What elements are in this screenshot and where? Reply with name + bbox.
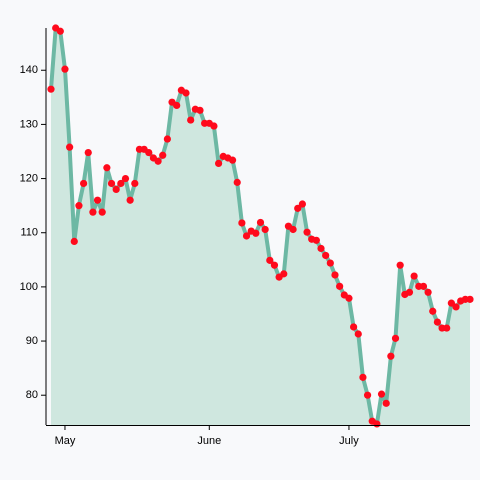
marker (354, 330, 362, 338)
marker (363, 391, 372, 399)
marker (117, 179, 125, 188)
y-tick-label: 80 (26, 389, 38, 401)
marker (98, 208, 106, 216)
marker (391, 334, 400, 342)
marker (261, 225, 269, 234)
marker (121, 174, 130, 183)
marker (228, 156, 237, 164)
marker (452, 303, 460, 311)
marker (350, 323, 358, 331)
y-tick-label: 120 (20, 172, 38, 184)
marker (75, 202, 83, 210)
marker (159, 151, 167, 159)
marker (312, 236, 320, 244)
marker (242, 232, 251, 240)
y-tick-label: 100 (20, 281, 38, 293)
marker (280, 270, 288, 278)
marker (238, 219, 246, 227)
marker (443, 324, 451, 332)
marker (182, 89, 190, 97)
y-tick-label: 140 (20, 64, 38, 76)
y-tick-label: 130 (20, 118, 38, 130)
marker (173, 101, 181, 110)
marker (145, 148, 153, 157)
marker (66, 143, 74, 151)
marker (215, 159, 223, 168)
marker (233, 178, 241, 186)
marker (331, 271, 339, 279)
marker (210, 122, 218, 130)
x-tick-label: July (339, 435, 359, 447)
marker (359, 373, 367, 381)
marker (466, 295, 474, 303)
marker (84, 148, 92, 157)
marker (70, 237, 78, 245)
marker (377, 390, 386, 398)
marker (382, 399, 390, 407)
marker (266, 256, 274, 264)
marker (429, 307, 437, 315)
marker (131, 179, 139, 188)
marker (326, 259, 334, 267)
marker (61, 65, 69, 73)
marker (270, 261, 279, 269)
marker (322, 251, 330, 260)
marker (298, 200, 306, 208)
marker (187, 116, 195, 124)
marker (154, 157, 162, 165)
marker (345, 294, 353, 302)
marker (405, 288, 414, 296)
marker (387, 352, 395, 360)
marker (289, 225, 297, 234)
marker (196, 106, 204, 114)
marker (107, 179, 116, 188)
marker (419, 282, 428, 290)
marker (103, 164, 111, 172)
x-tick-label: June (197, 435, 221, 447)
marker (317, 244, 325, 253)
marker (410, 272, 418, 280)
marker (93, 196, 102, 204)
marker (47, 85, 55, 93)
marker (256, 218, 265, 227)
marker (252, 229, 260, 237)
marker (163, 135, 171, 143)
marker (56, 27, 64, 35)
marker (433, 318, 442, 326)
marker (336, 282, 344, 290)
marker (294, 204, 302, 212)
x-tick-label: May (55, 435, 76, 447)
marker (373, 420, 381, 428)
marker (303, 228, 311, 236)
marker (126, 196, 134, 204)
marker (89, 208, 97, 216)
marker (112, 185, 120, 193)
marker (424, 288, 432, 296)
y-tick-label: 110 (20, 227, 38, 239)
y-tick-label: 90 (26, 335, 38, 347)
marker (79, 179, 88, 188)
marker (396, 261, 404, 269)
